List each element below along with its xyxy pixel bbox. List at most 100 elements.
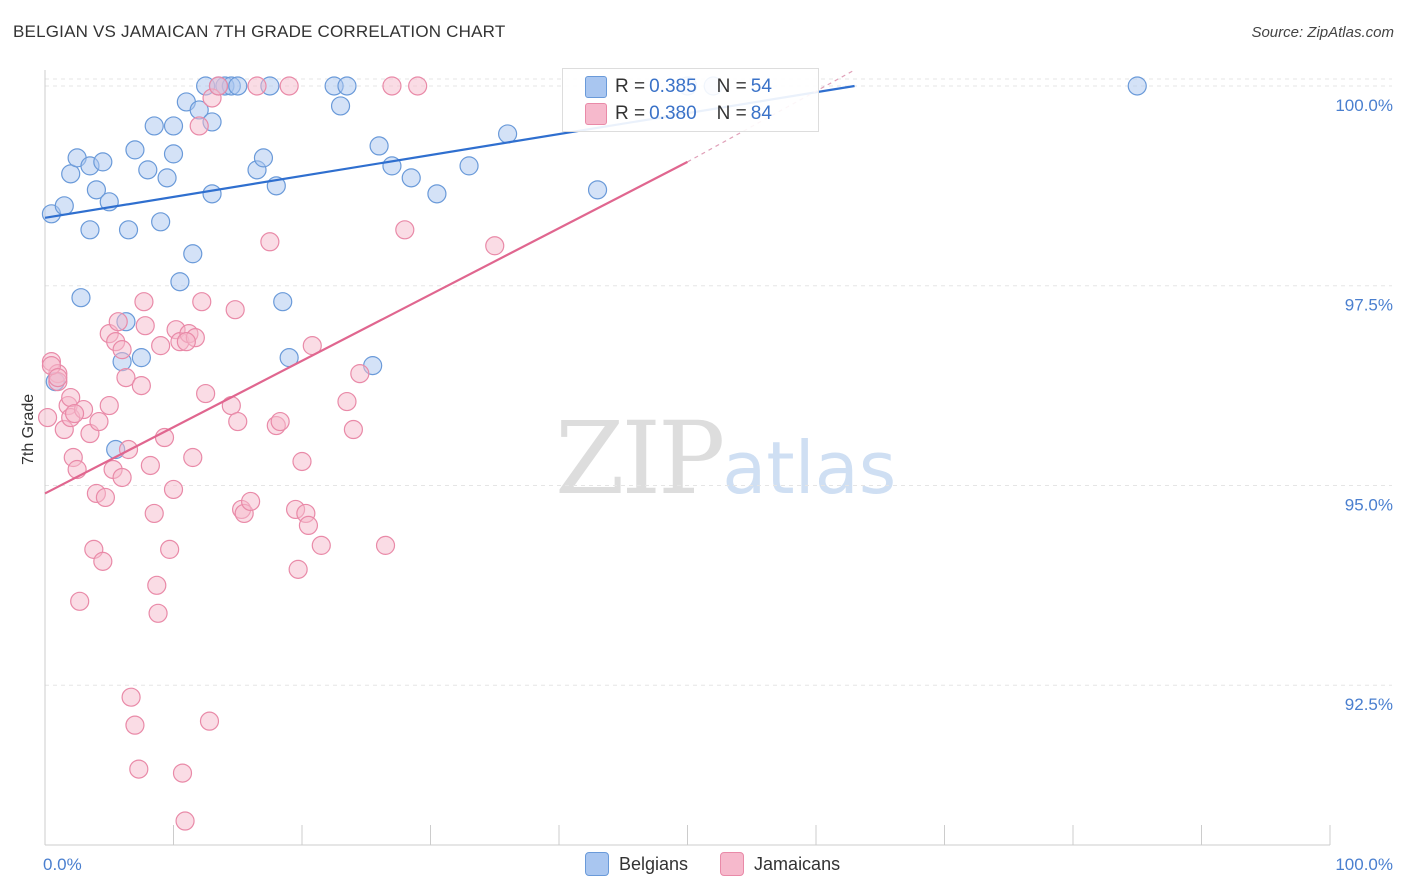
point-belgians — [170, 272, 190, 292]
point-belgians — [144, 116, 164, 136]
legend-n-label: N = — [716, 76, 747, 97]
point-jamaicans — [241, 491, 261, 512]
point-belgians — [86, 180, 107, 200]
stats-legend: R = 0.385 N = 54 R = 0.380 N = 84 — [562, 68, 819, 132]
point-jamaicans — [260, 232, 280, 252]
series-swatch-jamaicans — [720, 852, 745, 876]
point-jamaicans — [140, 455, 160, 476]
point-belgians — [228, 76, 248, 96]
point-jamaicans — [148, 603, 168, 623]
y-tick-label: 100.0% — [1335, 96, 1393, 115]
point-jamaicans — [408, 76, 428, 96]
point-belgians — [369, 136, 389, 156]
point-belgians — [157, 168, 177, 188]
point-belgians — [330, 96, 351, 116]
point-jamaicans — [288, 559, 308, 579]
point-jamaicans — [350, 364, 370, 384]
point-belgians — [54, 196, 74, 216]
series-legend-jamaicans[interactable]: Jamaicans — [720, 852, 840, 876]
point-jamaicans — [134, 292, 154, 312]
point-jamaicans — [183, 447, 203, 468]
point-belgians — [587, 180, 608, 200]
point-jamaicans — [89, 411, 109, 432]
point-belgians — [125, 140, 145, 160]
watermark-zip: ZIP — [555, 400, 725, 517]
point-jamaicans — [99, 395, 119, 416]
point-jamaicans — [382, 76, 402, 96]
point-belgians — [151, 212, 171, 232]
legend-row-belgians: R = 0.385 N = 54 — [585, 76, 772, 98]
point-jamaicans — [228, 411, 248, 432]
point-jamaicans — [192, 292, 212, 312]
point-jamaicans — [112, 340, 132, 360]
point-jamaicans — [121, 687, 141, 707]
point-jamaicans — [247, 76, 267, 96]
point-belgians — [93, 152, 113, 172]
legend-n-label: N = — [716, 103, 747, 124]
point-belgians — [163, 144, 184, 164]
point-belgians — [1127, 76, 1147, 96]
legend-r-value: 0.385 — [649, 76, 697, 97]
point-jamaicans — [151, 336, 171, 356]
point-belgians — [202, 184, 222, 204]
point-jamaicans — [175, 811, 195, 831]
series-swatch-belgians — [585, 852, 609, 876]
x-tick-label: 0.0% — [43, 855, 82, 874]
point-belgians — [498, 124, 518, 144]
point-belgians — [61, 164, 81, 184]
point-jamaicans — [147, 575, 167, 595]
point-jamaicans — [93, 551, 113, 571]
point-jamaicans — [160, 539, 180, 559]
point-belgians — [183, 244, 203, 264]
legend-r-label: R = — [615, 103, 646, 124]
point-jamaicans — [112, 467, 132, 488]
point-jamaicans — [221, 395, 241, 416]
series-legend: Belgians Jamaicans — [585, 852, 872, 876]
point-belgians — [80, 220, 100, 240]
legend-r-label: R = — [615, 76, 646, 97]
point-jamaicans — [337, 391, 357, 412]
y-tick-label: 92.5% — [1345, 695, 1393, 714]
point-jamaicans — [298, 515, 319, 536]
point-belgians — [427, 184, 447, 204]
point-jamaicans — [196, 383, 216, 404]
chart-title: BELGIAN VS JAMAICAN 7TH GRADE CORRELATIO… — [13, 22, 506, 41]
point-jamaicans — [70, 591, 90, 611]
point-jamaicans — [144, 503, 164, 524]
point-jamaicans — [225, 300, 245, 320]
point-jamaicans — [108, 312, 128, 332]
trendline-jamaicans — [44, 160, 689, 495]
watermark: ZIPatlas — [555, 400, 896, 517]
series-legend-belgians[interactable]: Belgians — [585, 852, 688, 876]
point-jamaicans — [64, 403, 85, 424]
y-tick-label: 97.5% — [1345, 296, 1393, 315]
point-belgians — [131, 348, 151, 368]
point-jamaicans — [375, 535, 396, 555]
point-belgians — [273, 292, 293, 312]
point-jamaicans — [116, 368, 136, 388]
point-belgians — [138, 160, 158, 180]
legend-n-value: 54 — [750, 76, 772, 97]
legend-r-value: 0.380 — [649, 103, 697, 124]
point-jamaicans — [172, 763, 193, 783]
x-tick-label: 100.0% — [1335, 855, 1393, 874]
point-jamaicans — [125, 715, 145, 735]
point-jamaicans — [311, 535, 331, 555]
legend-row-jamaicans: R = 0.380 N = 84 — [585, 103, 772, 125]
point-jamaicans — [163, 479, 184, 500]
point-jamaicans — [343, 419, 363, 440]
point-jamaicans — [208, 76, 229, 96]
point-jamaicans — [131, 375, 151, 396]
y-tick-label: 95.0% — [1345, 495, 1393, 514]
point-jamaicans — [279, 76, 299, 96]
point-jamaicans — [48, 368, 68, 388]
point-jamaicans — [199, 711, 220, 731]
point-jamaicans — [485, 236, 505, 256]
legend-swatch-belgians — [585, 76, 607, 98]
point-belgians — [401, 168, 421, 188]
legend-n-value: 84 — [750, 103, 772, 124]
point-jamaicans — [176, 332, 196, 352]
point-belgians — [337, 76, 357, 96]
point-belgians — [118, 220, 139, 240]
